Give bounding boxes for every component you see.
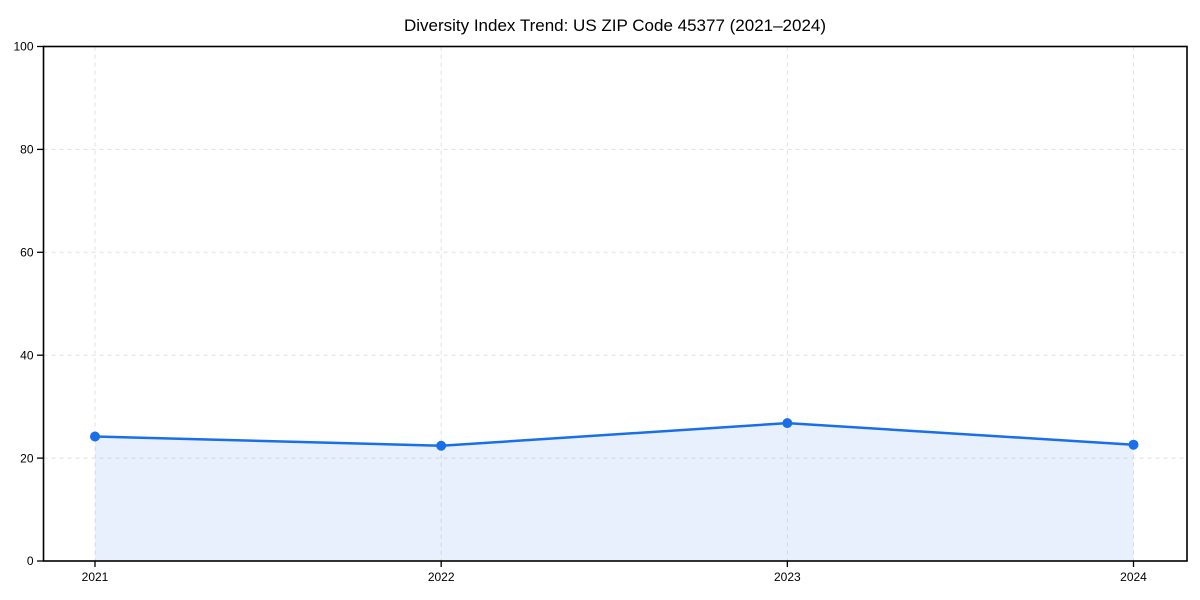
x-tick-label: 2022 <box>428 570 455 584</box>
data-point-2024 <box>1128 439 1139 450</box>
data-point-2022 <box>436 440 447 451</box>
tick-marks <box>37 45 1135 567</box>
chart-title: Diversity Index Trend: US ZIP Code 45377… <box>404 16 826 35</box>
x-tick-label: 2024 <box>1120 570 1147 584</box>
trend-line-path <box>93 421 1135 448</box>
x-tick-label: 2023 <box>774 570 801 584</box>
y-tick-label: 60 <box>20 246 34 260</box>
y-tick-label: 20 <box>20 451 34 465</box>
area-fill-shape <box>95 423 1134 561</box>
plot-border <box>42 45 1188 562</box>
y-tick-label: 40 <box>20 348 34 362</box>
x-tick-label: 2021 <box>82 570 109 584</box>
data-points <box>90 418 1139 451</box>
tick-labels: 2021 2022 2023 2024 0 20 40 60 80 100 <box>13 40 1147 584</box>
axes <box>42 45 1188 562</box>
data-point-2021 <box>90 431 100 442</box>
y-tick-label: 0 <box>27 554 34 568</box>
y-tick-label: 100 <box>13 40 33 54</box>
trend-line <box>93 421 1135 448</box>
area-fill <box>95 423 1134 561</box>
y-tick-label: 80 <box>20 143 34 157</box>
data-point-2023 <box>782 418 793 429</box>
